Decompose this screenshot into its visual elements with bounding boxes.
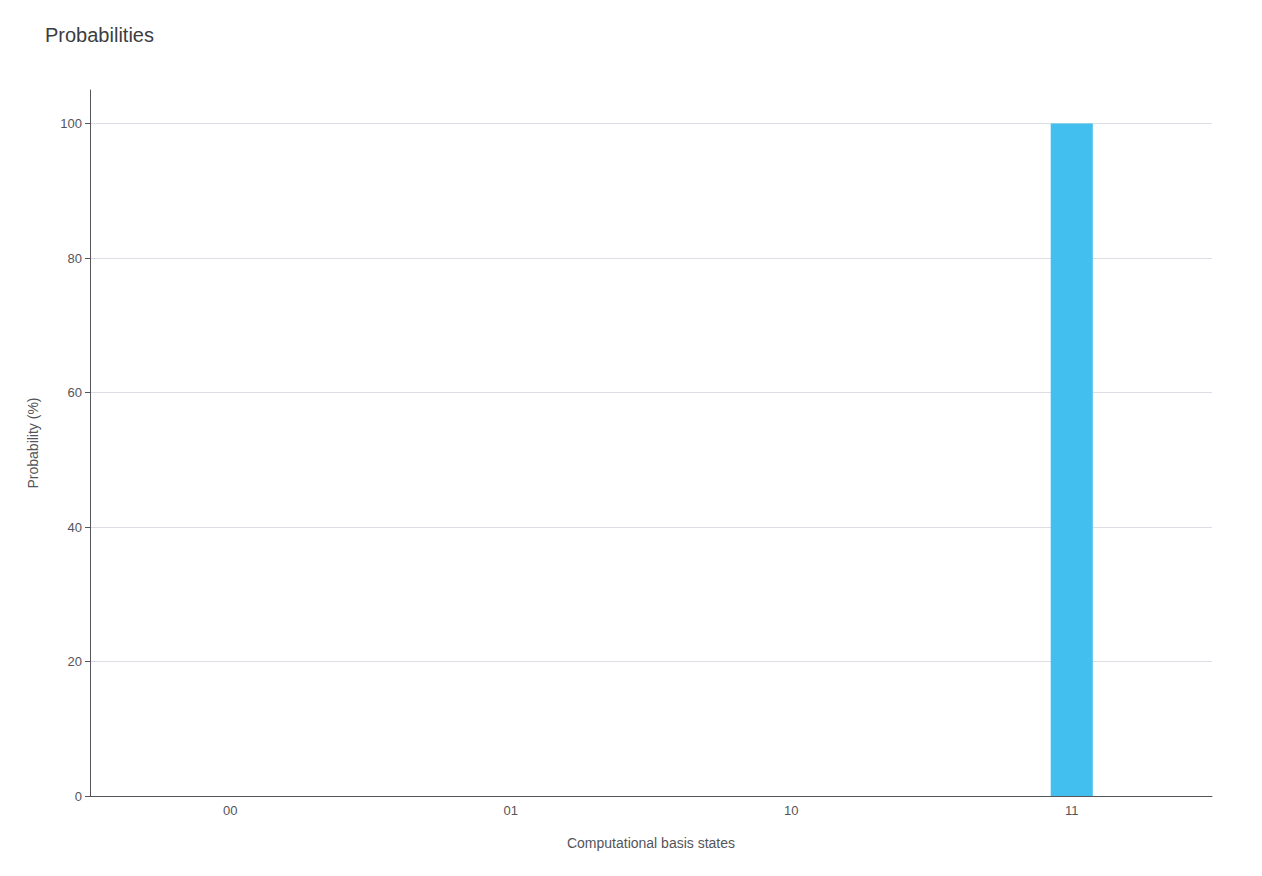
svg-text:60: 60	[68, 385, 82, 400]
svg-text:20: 20	[68, 654, 82, 669]
svg-text:80: 80	[68, 251, 82, 266]
svg-text:01: 01	[504, 803, 518, 818]
svg-text:Probability (%): Probability (%)	[25, 397, 41, 488]
svg-text:100: 100	[60, 116, 82, 131]
svg-text:0: 0	[75, 789, 82, 804]
svg-text:11: 11	[1065, 803, 1079, 818]
svg-text:00: 00	[223, 803, 237, 818]
svg-text:40: 40	[68, 520, 82, 535]
svg-text:Probabilities: Probabilities	[45, 24, 154, 46]
svg-text:Computational basis states: Computational basis states	[567, 835, 735, 851]
svg-text:10: 10	[784, 803, 798, 818]
